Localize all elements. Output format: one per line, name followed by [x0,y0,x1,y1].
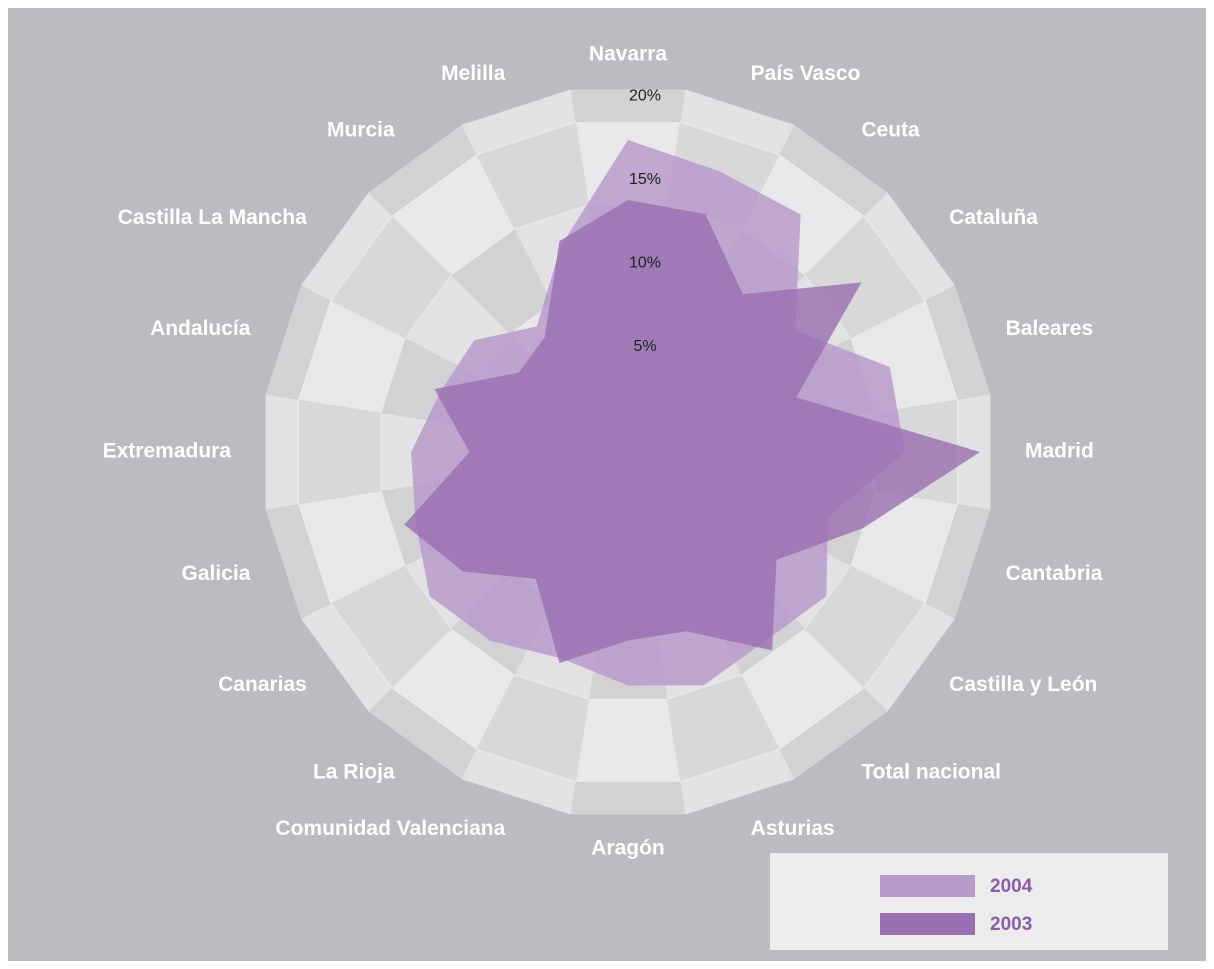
band-cell [680,749,795,815]
band-cell [863,192,955,301]
band-cell [461,89,576,155]
category-label: Asturias [751,817,835,840]
series-layer [404,140,980,686]
band-cell [451,229,553,335]
category-label: Melilla [441,62,506,85]
category-label: Madrid [1025,440,1094,463]
category-label: Ceuta [861,118,920,141]
band-cell [925,504,991,619]
band-cell [265,504,331,619]
band-cell [863,603,955,712]
legend-swatch [880,913,975,935]
band-cell [298,491,406,604]
category-label: Castilla y León [949,673,1097,696]
band-cell [301,192,393,301]
band-cell [298,300,406,413]
category-label: Cantabria [1006,562,1103,585]
band-cell [925,285,991,400]
labels: 5% 10% 15% 20% Navarra País Vasco Ceuta Cataluñ… [103,43,1103,860]
legend-label: 2004 [990,876,1033,897]
legend-box [770,853,1168,950]
band-cell [680,89,795,155]
category-label: Extremadura [103,440,232,463]
category-label: Andalucía [150,317,251,340]
y-tick-label: 15% [629,171,661,188]
category-label: Galicia [182,562,251,585]
y-tick-label: 20% [629,88,661,105]
band-cell [476,674,589,782]
category-label: Murcia [327,118,395,141]
band-cell [741,628,864,750]
band-cell [570,781,686,815]
band-cell [850,491,958,604]
category-label: Cataluña [949,206,1038,229]
category-label: Aragón [591,837,665,860]
band-cell [779,125,888,217]
band-cell [476,122,589,230]
category-label: Baleares [1006,317,1094,340]
category-label: Canarias [218,673,307,696]
band-cell [298,399,381,505]
band-cell [330,565,452,688]
band-cell [779,687,888,779]
grid-ring [298,122,958,782]
band-cell [368,125,477,217]
band-cell [575,699,681,782]
band-cell [301,603,393,712]
category-label: País Vasco [751,62,861,85]
legend-swatch [880,875,975,897]
band-cell [804,565,926,688]
category-label: Navarra [589,43,668,66]
band-cell [667,674,780,782]
category-label: Comunidad Valenciana [275,817,505,840]
category-label: Castilla La Mancha [118,206,307,229]
band-cell [265,285,331,400]
y-tick-label: 5% [633,338,656,355]
band-cell [330,216,452,339]
category-label: La Rioja [313,761,395,784]
y-tick-label: 10% [629,254,661,271]
series-area [404,200,980,664]
band-cell [265,394,299,510]
legend: 2004 2003 [880,875,1033,935]
band-cell [570,89,686,123]
band-cell [392,628,515,750]
legend-label: 2003 [990,914,1032,935]
category-label: Total nacional [861,761,1001,784]
band-cell [461,749,576,815]
band-cell [368,687,477,779]
band-cell [392,154,515,276]
